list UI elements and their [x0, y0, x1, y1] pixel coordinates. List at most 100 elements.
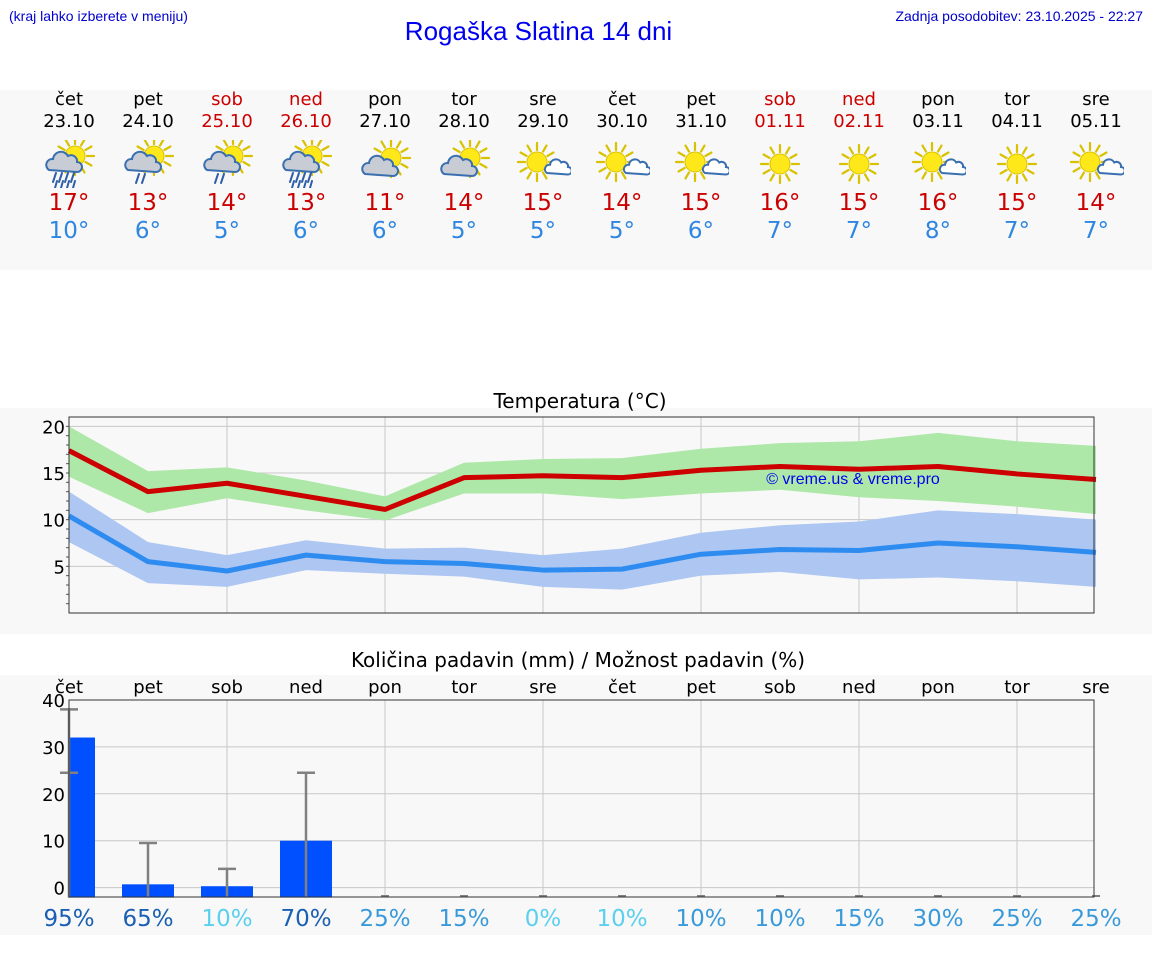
- max-temp: 15°: [838, 190, 880, 216]
- day-name: pet: [133, 89, 163, 110]
- precip-day-label: ned: [289, 677, 323, 698]
- precip-day-label: sre: [529, 677, 556, 698]
- max-temp: 15°: [680, 190, 722, 216]
- location-menu-hint[interactable]: (kraj lahko izberete v meniju): [9, 8, 188, 24]
- sun-cloud-rain-icon: [45, 140, 96, 188]
- max-temp: 11°: [364, 190, 406, 216]
- sun-small-cloud-icon: [595, 141, 650, 183]
- sun-small-cloud-icon: [911, 141, 966, 183]
- temperature-plot-frame: [68, 416, 1095, 614]
- temp-y-tick-label: 20: [42, 417, 65, 438]
- forecast-day: pon 27.10 11° 6°: [345, 90, 425, 245]
- precip-probability-label: 95%: [43, 906, 94, 932]
- sun-small-cloud-icon: [674, 141, 729, 183]
- day-date: 27.10: [359, 111, 411, 132]
- day-date: 24.10: [122, 111, 174, 132]
- temp-y-tick-label: 15: [42, 464, 65, 485]
- day-name: ned: [842, 89, 876, 110]
- precip-probability-label: 30%: [912, 906, 963, 932]
- forecast-day: sob 01.11 16° 7°: [740, 90, 820, 245]
- precip-probability-label: 25%: [359, 906, 410, 932]
- min-temp: 6°: [292, 218, 320, 244]
- forecast-band: [0, 90, 1152, 270]
- temp-y-tick-label: 10: [42, 511, 65, 532]
- sun-cloud-rain-icon: [282, 140, 333, 188]
- forecast-day: sre 05.11 14° 7°: [1056, 90, 1136, 245]
- day-date: 01.11: [754, 111, 806, 132]
- min-temp: 5°: [529, 218, 557, 244]
- watermark: © vreme.us & vreme.pro: [766, 471, 940, 488]
- forecast-day: sre 29.10 15° 5°: [503, 90, 583, 245]
- min-temp: 6°: [687, 218, 715, 244]
- day-name: pet: [686, 89, 716, 110]
- day-name: ned: [289, 89, 323, 110]
- precip-day-label: pon: [368, 677, 402, 698]
- day-name: sre: [529, 89, 557, 110]
- forecast-day: čet 30.10 14° 5°: [582, 90, 662, 245]
- day-name: čet: [54, 89, 84, 110]
- day-date: 29.10: [517, 111, 569, 132]
- day-date: 23.10: [43, 111, 95, 132]
- day-date: 05.11: [1070, 111, 1122, 132]
- sun-icon: [838, 143, 880, 185]
- spacer-band: [0, 270, 1152, 365]
- max-temp: 13°: [285, 190, 327, 216]
- day-name: tor: [1004, 89, 1030, 110]
- day-date: 28.10: [438, 111, 490, 132]
- min-temp: 5°: [608, 218, 636, 244]
- day-name: sob: [211, 89, 243, 110]
- day-date: 04.11: [991, 111, 1043, 132]
- min-temp: 8°: [924, 218, 952, 244]
- min-temp: 6°: [371, 218, 399, 244]
- temperature-chart-title: Temperatura (°C): [492, 389, 666, 413]
- precip-day-label: pet: [133, 677, 163, 698]
- precip-probability-label: 10%: [596, 906, 647, 932]
- day-name: pon: [921, 89, 955, 110]
- precip-probability-label: 10%: [675, 906, 726, 932]
- sun-icon: [996, 143, 1038, 185]
- max-temp: 17°: [48, 190, 90, 216]
- precip-probability-label: 0%: [525, 906, 562, 932]
- forecast-day: pet 24.10 13° 6°: [108, 90, 188, 245]
- precip-day-label: pon: [921, 677, 955, 698]
- max-temp: 16°: [759, 190, 801, 216]
- min-temp: 7°: [845, 218, 873, 244]
- forecast-day: tor 04.11 15° 7°: [977, 90, 1057, 245]
- sun-cloud-icon: [361, 140, 412, 179]
- precip-day-label: sre: [1082, 677, 1109, 698]
- min-temp: 7°: [766, 218, 794, 244]
- precip-y-tick-label: 10: [42, 832, 65, 853]
- precip-day-label: tor: [1004, 677, 1030, 698]
- max-temp: 14°: [601, 190, 643, 216]
- max-temp: 13°: [127, 190, 169, 216]
- sun-cloud-icon: [440, 140, 491, 179]
- max-temp-range-band: [69, 426, 1096, 521]
- precip-y-tick-label: 20: [42, 785, 65, 806]
- day-date: 02.11: [833, 111, 885, 132]
- forecast-day: čet 23.10 17° 10°: [29, 90, 109, 245]
- forecast-day: tor 28.10 14° 5°: [424, 90, 504, 245]
- min-temp-line: [67, 513, 1097, 574]
- sun-cloud-light-rain-icon: [203, 140, 254, 184]
- precip-probability-label: 70%: [280, 906, 331, 932]
- min-temp: 5°: [213, 218, 241, 244]
- precip-plot-area: [69, 700, 1094, 897]
- min-temp: 7°: [1082, 218, 1110, 244]
- day-date: 31.10: [675, 111, 727, 132]
- min-temp: 5°: [450, 218, 478, 244]
- max-temp: 16°: [917, 190, 959, 216]
- precip-day-label: sob: [764, 677, 796, 698]
- sun-icon: [759, 143, 801, 185]
- sun-small-cloud-icon: [1069, 141, 1124, 183]
- day-name: tor: [451, 89, 477, 110]
- precip-day-label: ned: [842, 677, 876, 698]
- max-temp: 14°: [206, 190, 248, 216]
- max-temp: 15°: [522, 190, 564, 216]
- precip-probability-label: 25%: [991, 906, 1042, 932]
- day-date: 03.11: [912, 111, 964, 132]
- precip-day-label: tor: [451, 677, 477, 698]
- max-temp-line: [67, 448, 1097, 512]
- precip-y-tick-label: 30: [42, 738, 65, 759]
- day-date: 25.10: [201, 111, 253, 132]
